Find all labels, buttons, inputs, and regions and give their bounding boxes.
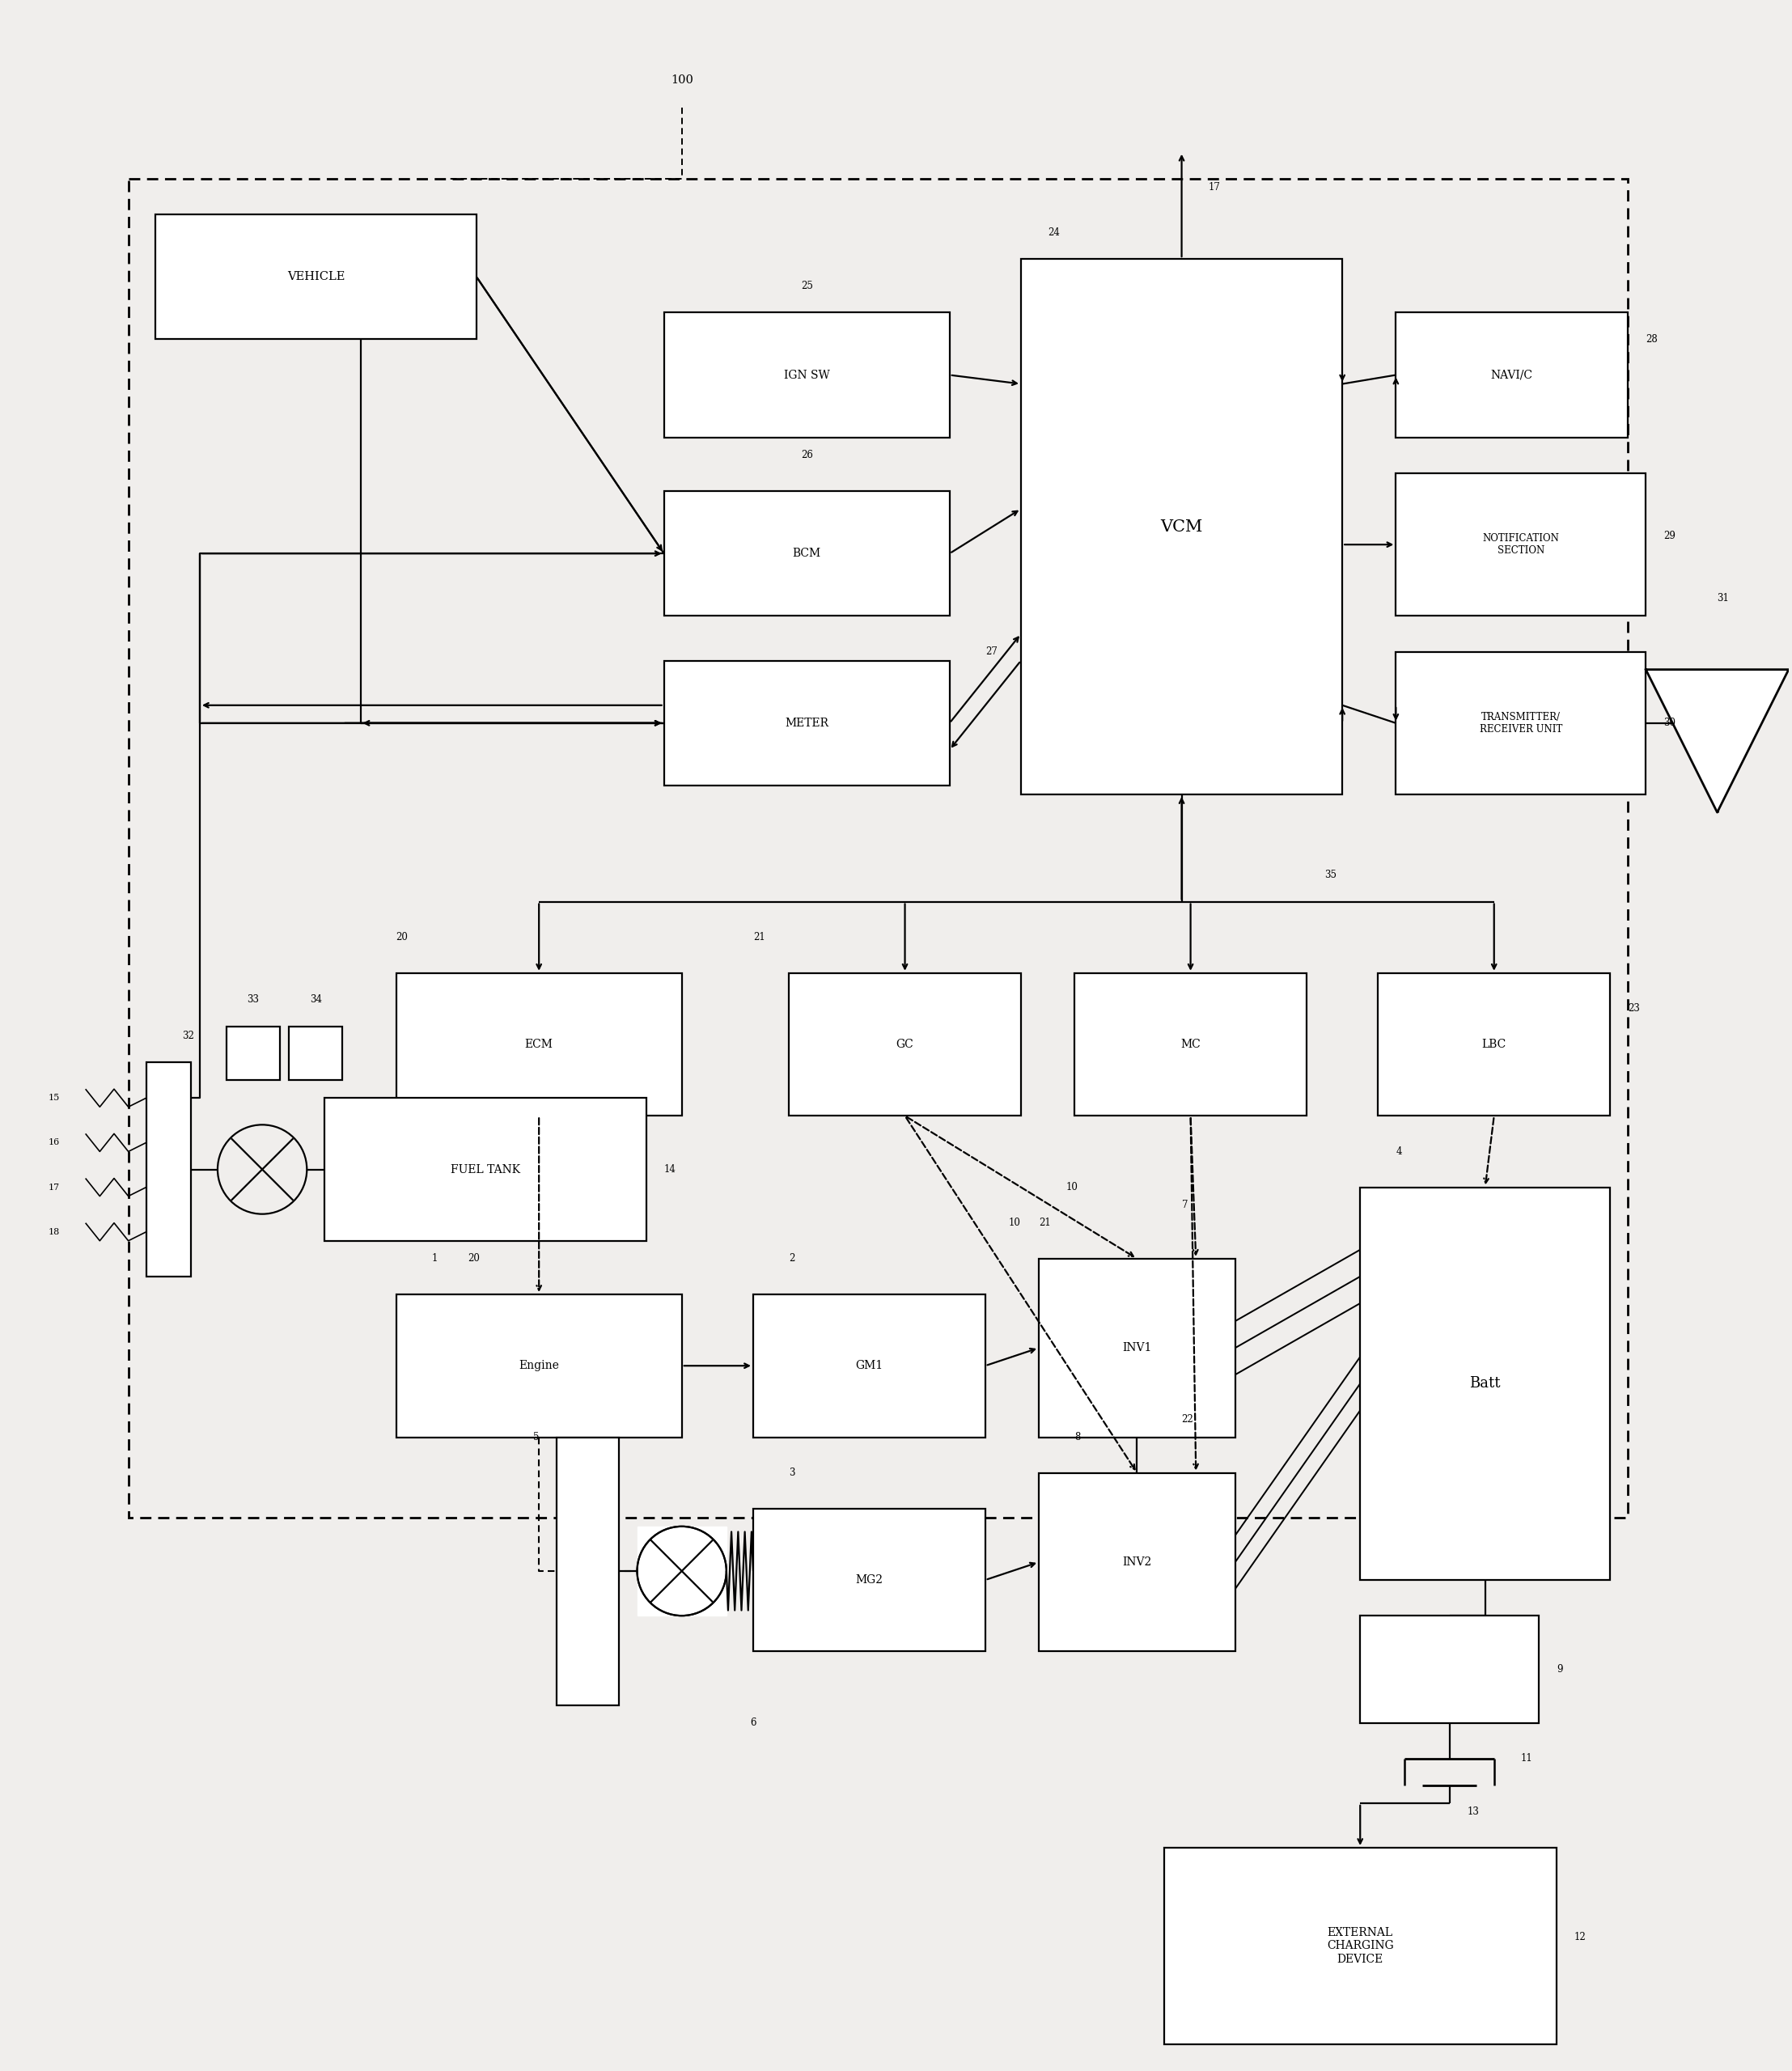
FancyBboxPatch shape [396, 1294, 681, 1437]
Text: 24: 24 [1048, 228, 1059, 238]
Text: 35: 35 [1324, 870, 1337, 880]
Text: GM1: GM1 [855, 1361, 883, 1371]
Text: INV1: INV1 [1122, 1342, 1152, 1354]
Text: 26: 26 [801, 449, 814, 460]
Text: 27: 27 [986, 646, 998, 657]
Text: 20: 20 [396, 932, 409, 942]
Text: 8: 8 [1075, 1431, 1081, 1441]
Text: 10: 10 [1066, 1183, 1077, 1193]
FancyBboxPatch shape [1039, 1472, 1235, 1651]
FancyBboxPatch shape [1075, 973, 1306, 1116]
FancyBboxPatch shape [289, 1027, 342, 1081]
FancyBboxPatch shape [663, 491, 950, 615]
FancyBboxPatch shape [396, 973, 681, 1116]
Text: 18: 18 [48, 1228, 59, 1236]
Text: 13: 13 [1468, 1806, 1480, 1818]
Text: 6: 6 [751, 1717, 756, 1727]
Text: 34: 34 [310, 994, 323, 1004]
Text: 23: 23 [1627, 1004, 1640, 1015]
Text: 15: 15 [48, 1093, 59, 1102]
FancyBboxPatch shape [663, 313, 950, 437]
Text: MG2: MG2 [855, 1574, 883, 1586]
Text: 20: 20 [468, 1253, 480, 1263]
Text: VCM: VCM [1161, 520, 1202, 534]
Text: Batt: Batt [1469, 1377, 1500, 1392]
FancyBboxPatch shape [753, 1294, 986, 1437]
Text: 2: 2 [788, 1253, 796, 1263]
Text: NAVI/C: NAVI/C [1491, 369, 1532, 381]
Text: 21: 21 [753, 932, 765, 942]
Text: EXTERNAL
CHARGING
DEVICE: EXTERNAL CHARGING DEVICE [1326, 1928, 1394, 1965]
Text: INV2: INV2 [1122, 1557, 1152, 1568]
Text: 4: 4 [1396, 1145, 1401, 1158]
Polygon shape [638, 1526, 726, 1615]
Text: 17: 17 [1208, 182, 1220, 193]
Text: 21: 21 [1039, 1218, 1050, 1228]
FancyBboxPatch shape [1360, 1187, 1609, 1580]
FancyBboxPatch shape [788, 973, 1021, 1116]
Text: 10: 10 [1009, 1218, 1021, 1228]
Text: 5: 5 [532, 1431, 539, 1441]
FancyBboxPatch shape [1021, 259, 1342, 795]
FancyBboxPatch shape [324, 1098, 647, 1241]
Text: LBC: LBC [1482, 1040, 1507, 1050]
Text: 32: 32 [183, 1029, 194, 1042]
Text: 14: 14 [663, 1164, 676, 1174]
FancyBboxPatch shape [1163, 1847, 1557, 2044]
Text: BCM: BCM [792, 549, 821, 559]
Text: 7: 7 [1181, 1199, 1188, 1209]
Text: 29: 29 [1663, 530, 1676, 541]
Text: 12: 12 [1575, 1932, 1586, 1943]
Text: NOTIFICATION
SECTION: NOTIFICATION SECTION [1482, 532, 1559, 555]
FancyBboxPatch shape [1396, 652, 1645, 795]
Text: 31: 31 [1717, 592, 1729, 603]
FancyBboxPatch shape [226, 1027, 280, 1081]
Text: 16: 16 [48, 1139, 59, 1147]
FancyBboxPatch shape [1360, 1615, 1539, 1723]
Text: ECM: ECM [525, 1040, 554, 1050]
Text: 9: 9 [1557, 1663, 1563, 1675]
Text: MC: MC [1181, 1040, 1201, 1050]
FancyBboxPatch shape [1378, 973, 1609, 1116]
FancyBboxPatch shape [1039, 1259, 1235, 1437]
Text: VEHICLE: VEHICLE [287, 271, 344, 282]
Text: 33: 33 [247, 994, 260, 1004]
Text: 25: 25 [801, 280, 814, 292]
Text: TRANSMITTER/
RECEIVER UNIT: TRANSMITTER/ RECEIVER UNIT [1480, 712, 1563, 735]
FancyBboxPatch shape [1396, 472, 1645, 615]
Text: Engine: Engine [518, 1361, 559, 1371]
Text: 22: 22 [1181, 1414, 1193, 1425]
Text: 28: 28 [1645, 333, 1658, 344]
FancyBboxPatch shape [1396, 313, 1627, 437]
FancyBboxPatch shape [147, 1062, 190, 1276]
Polygon shape [1645, 669, 1788, 812]
Text: 3: 3 [788, 1468, 796, 1479]
FancyBboxPatch shape [557, 1437, 620, 1704]
Text: 100: 100 [670, 75, 694, 87]
Text: FUEL TANK: FUEL TANK [450, 1164, 520, 1174]
Text: IGN SW: IGN SW [783, 369, 830, 381]
Text: 1: 1 [432, 1253, 437, 1263]
Text: 17: 17 [48, 1183, 59, 1191]
Text: 11: 11 [1521, 1754, 1532, 1764]
Text: 30: 30 [1663, 719, 1676, 729]
Text: METER: METER [785, 717, 828, 729]
FancyBboxPatch shape [663, 661, 950, 785]
FancyBboxPatch shape [753, 1508, 986, 1651]
FancyBboxPatch shape [156, 213, 477, 340]
Text: GC: GC [896, 1040, 914, 1050]
